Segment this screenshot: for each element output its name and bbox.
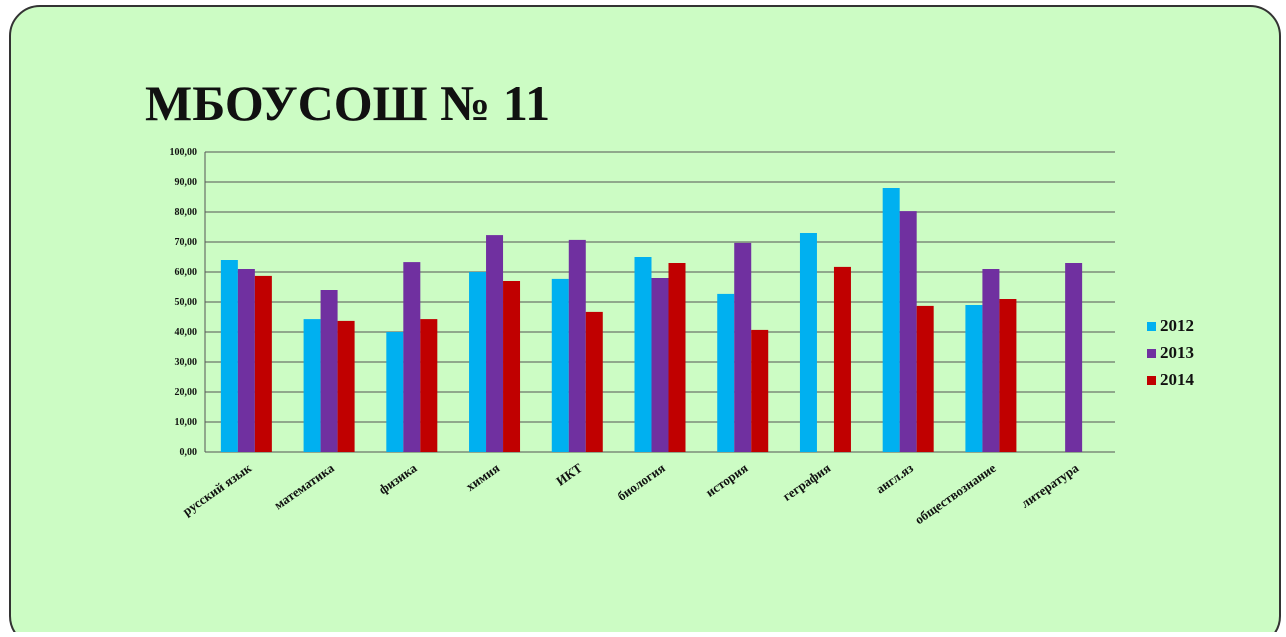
bar — [734, 242, 752, 452]
legend-swatch — [1147, 322, 1156, 331]
bar — [386, 332, 404, 452]
bar — [833, 266, 851, 452]
bar — [965, 305, 983, 452]
legend-swatch — [1147, 376, 1156, 385]
legend-label: 2012 — [1160, 316, 1194, 335]
bar — [551, 278, 569, 452]
y-tick-label: 20,00 — [175, 387, 198, 398]
bar — [220, 260, 238, 452]
y-tick-label: 30,00 — [175, 357, 198, 368]
y-tick-label: 100,00 — [170, 147, 198, 158]
y-tick-label: 0,00 — [180, 447, 198, 458]
bar — [237, 269, 255, 452]
bar — [1065, 263, 1083, 452]
bar — [634, 257, 652, 452]
bar — [999, 299, 1017, 452]
bar — [337, 320, 355, 452]
y-tick-label: 60,00 — [175, 267, 198, 278]
y-tick-label: 10,00 — [175, 417, 198, 428]
y-tick-label: 40,00 — [175, 327, 198, 338]
y-tick-label: 50,00 — [175, 297, 198, 308]
bar — [882, 188, 900, 452]
bar — [585, 311, 603, 452]
y-tick-label: 70,00 — [175, 237, 198, 248]
bar — [799, 233, 817, 452]
bar — [568, 239, 586, 452]
bar — [717, 293, 735, 452]
bar — [320, 290, 338, 452]
bar — [651, 278, 669, 452]
bar — [916, 305, 934, 452]
bar — [486, 235, 504, 452]
bar — [751, 329, 769, 452]
legend-label: 2013 — [1160, 343, 1194, 362]
legend-label: 2014 — [1160, 370, 1195, 389]
bar — [899, 211, 917, 452]
bar — [668, 263, 686, 452]
bar — [982, 269, 1000, 452]
bar — [403, 262, 421, 452]
y-tick-label: 90,00 — [175, 177, 198, 188]
bar — [420, 319, 438, 452]
bar — [503, 281, 521, 452]
chart-title: МБОУСОШ № 11 — [145, 75, 550, 131]
bar — [303, 319, 321, 452]
bar — [469, 272, 487, 452]
y-tick-label: 80,00 — [175, 207, 198, 218]
legend-swatch — [1147, 349, 1156, 358]
bar — [254, 275, 272, 452]
